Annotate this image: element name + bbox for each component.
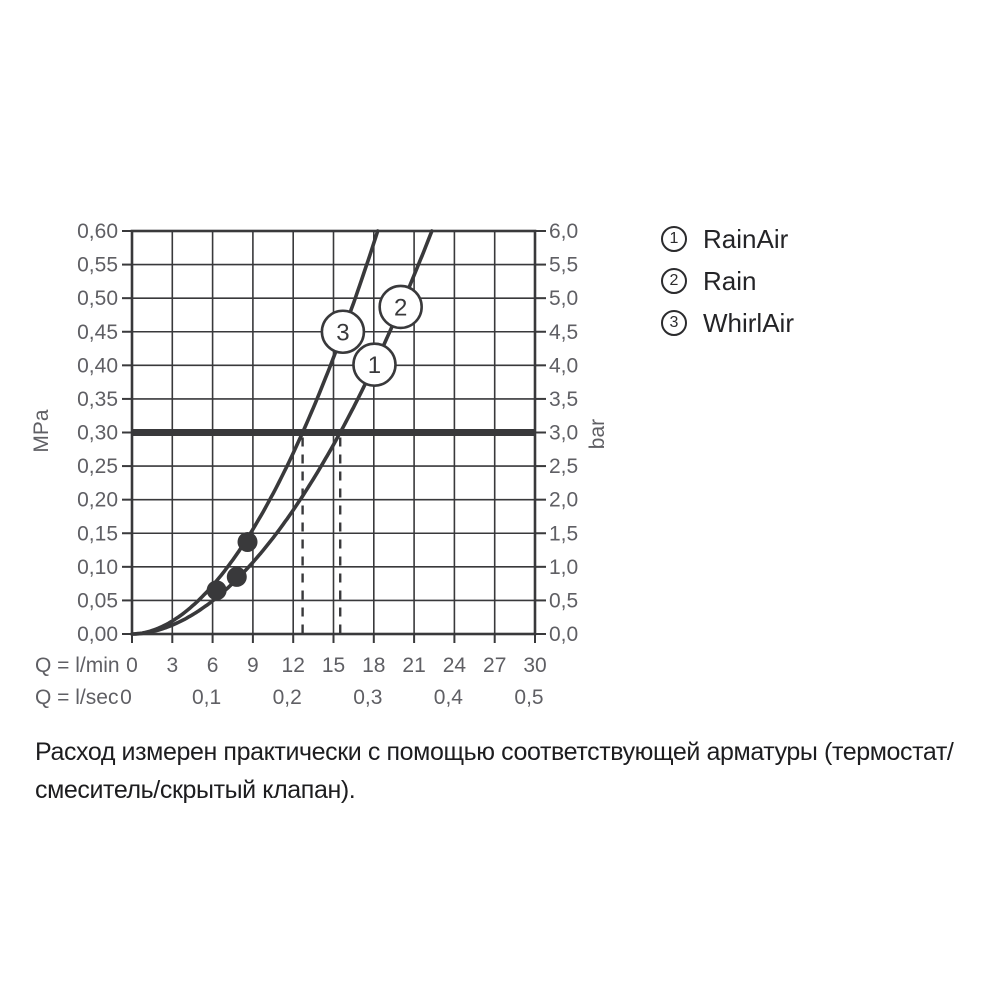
x-axis-lsec-tick-label: 0 — [120, 686, 132, 709]
x-axis-lsec-tick-label: 0,4 — [434, 686, 464, 709]
curve-marker-circle-3 — [320, 309, 366, 355]
y-axis-left-tick-label: 0,35 — [77, 388, 118, 411]
legend-item-whirlair: 3 WhirlAir — [661, 307, 794, 338]
y-axis-left-tick-label: 0,55 — [77, 254, 118, 277]
curve-marker-number-3: 3 — [336, 319, 349, 346]
y-axis-right-tick-label: 4,0 — [549, 354, 578, 377]
x-axis-lmin-tick-label: 0 — [126, 654, 138, 677]
x-axis-lmin-tick-label: 24 — [443, 654, 467, 677]
x-axis-lmin-tick-label: 15 — [322, 654, 345, 677]
y-axis-right-tick-label: 1,5 — [549, 522, 578, 545]
y-axis-left-tick-label: 0,05 — [77, 589, 118, 612]
y-axis-right-tick-label: 4,5 — [549, 321, 578, 344]
y-axis-right-tick-label: 5,5 — [549, 254, 578, 277]
curve-marker-number-1: 1 — [368, 352, 381, 379]
y-axis-left-tick-label: 0,45 — [77, 321, 118, 344]
x-axis-lmin-tick-label: 6 — [207, 654, 219, 677]
footnote-line1: Расход измерен практически с помощью соо… — [35, 738, 954, 766]
curve-marker-number-2: 2 — [394, 294, 407, 321]
y-axis-left-tick-label: 0,30 — [77, 422, 118, 445]
footnote: Расход измерен практически с помощью соо… — [35, 733, 985, 809]
x-axis-lsec-tick-label: 0,1 — [192, 686, 221, 709]
legend: 1 RainAir 2 Rain 3 WhirlAir — [661, 223, 794, 352]
legend-item-label: WhirlAir — [703, 307, 794, 338]
x-axis-lsec-tick-label: 0,3 — [353, 686, 382, 709]
y-axis-right-tick-label: 2,0 — [549, 489, 578, 512]
legend-item-label: RainAir — [703, 223, 789, 254]
legend-item-rain: 2 Rain — [661, 265, 794, 296]
footnote-line2: смеситель/скрытый клапан). — [35, 776, 356, 804]
y-axis-left-tick-label: 0,40 — [77, 354, 118, 377]
y-axis-label-bar: bar — [586, 419, 609, 449]
data-point-dot — [237, 531, 258, 552]
x-axis-label-lmin: Q = l/min — [35, 654, 120, 677]
x-axis-lsec-tick-label: 0,5 — [514, 686, 543, 709]
y-axis-right-tick-label: 5,0 — [549, 287, 578, 310]
x-axis-lmin-tick-label: 18 — [362, 654, 385, 677]
y-axis-left-tick-label: 0,50 — [77, 287, 118, 310]
legend-number-circle-3: 3 — [661, 310, 687, 336]
y-axis-left-tick-label: 0,00 — [77, 623, 118, 646]
y-axis-left-tick-label: 0,25 — [77, 455, 118, 478]
y-axis-right-tick-label: 0,5 — [549, 589, 578, 612]
curve-marker-circle-1 — [352, 342, 397, 387]
y-axis-left-tick-label: 0,15 — [77, 522, 118, 545]
y-axis-right-tick-label: 3,5 — [549, 388, 578, 411]
y-axis-left-tick-label: 0,20 — [77, 489, 118, 512]
legend-item-label: Rain — [703, 265, 757, 296]
x-axis-lmin-tick-label: 9 — [247, 654, 259, 677]
y-axis-right-tick-label: 0,0 — [549, 623, 578, 646]
x-axis-lmin-tick-label: 27 — [483, 654, 506, 677]
y-axis-right-tick-label: 2,5 — [549, 455, 578, 478]
x-axis-label-lsec: Q = l/sec — [35, 686, 118, 709]
y-axis-right-tick-label: 1,0 — [549, 556, 578, 579]
data-point-dot — [206, 580, 227, 601]
legend-number-circle-2: 2 — [661, 268, 687, 294]
x-axis-lmin-tick-label: 12 — [282, 654, 305, 677]
y-axis-left-tick-label: 0,60 — [77, 220, 118, 243]
y-axis-right-tick-label: 6,0 — [549, 220, 578, 243]
x-axis-lmin-tick-label: 30 — [523, 654, 546, 677]
legend-item-rainair: 1 RainAir — [661, 223, 794, 254]
y-axis-label-mpa: MPa — [30, 409, 53, 453]
y-axis-left-tick-label: 0,10 — [77, 556, 118, 579]
x-axis-lmin-tick-label: 3 — [166, 654, 178, 677]
x-axis-lmin-tick-label: 21 — [402, 654, 425, 677]
data-point-dot — [226, 566, 247, 587]
curve-marker-circle-2 — [378, 284, 423, 330]
legend-number-circle-1: 1 — [661, 226, 687, 252]
y-axis-right-tick-label: 3,0 — [549, 422, 578, 445]
x-axis-lsec-tick-label: 0,2 — [273, 686, 302, 709]
